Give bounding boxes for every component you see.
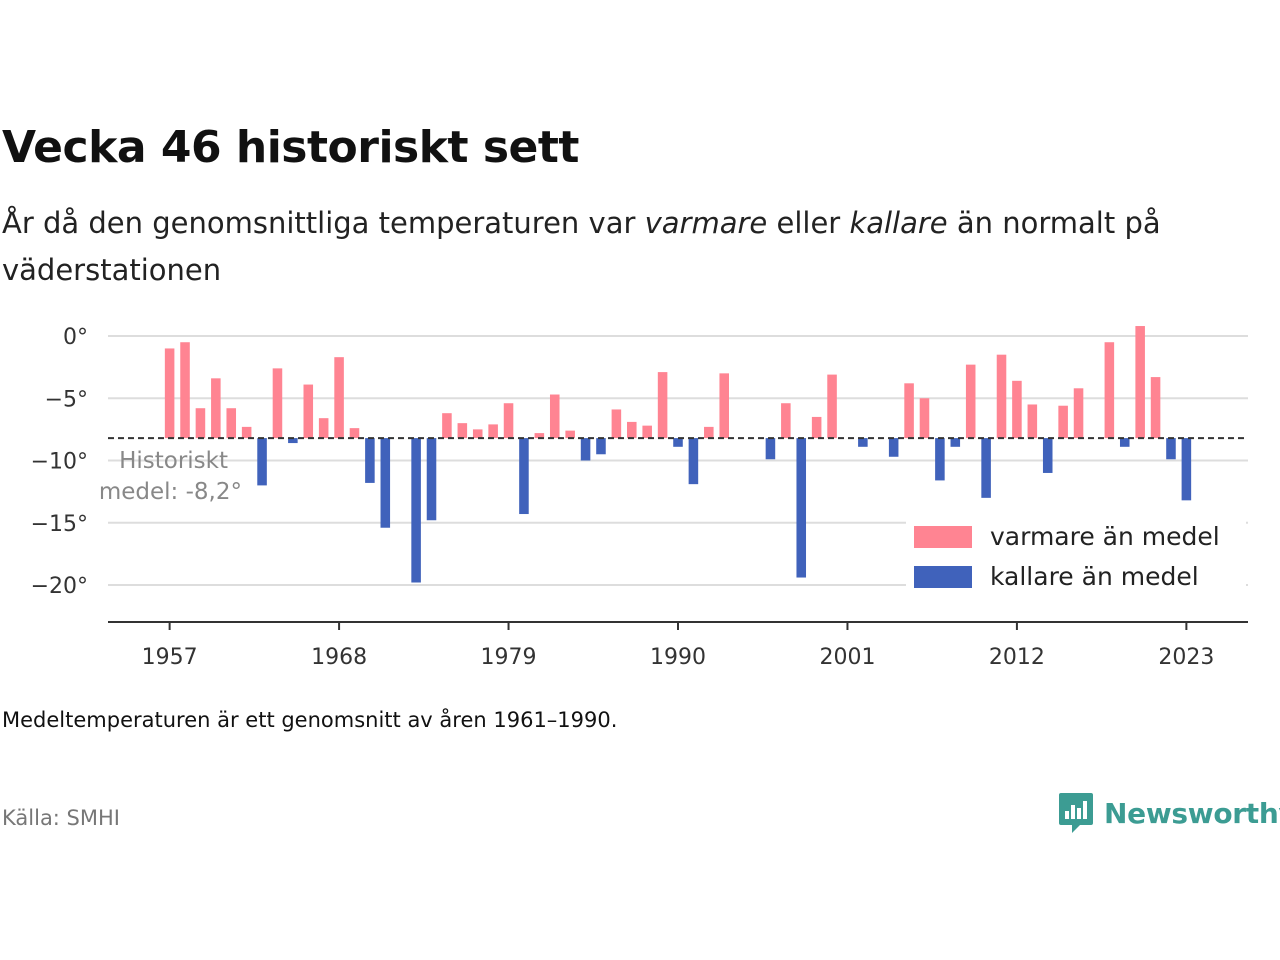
bar-warm <box>1150 377 1161 439</box>
bar-warm <box>1073 388 1084 439</box>
bar-cold <box>981 438 991 498</box>
x-tick-label: 2023 <box>1158 645 1214 670</box>
x-tick-label: 1957 <box>142 645 198 670</box>
baseline-group: Historiskt medel: -8,2° <box>99 437 1248 505</box>
bar-cold <box>426 438 437 521</box>
bar-warm <box>549 394 560 439</box>
footnote: Medeltemperaturen är ett genomsnitt av å… <box>2 708 618 732</box>
bar-warm <box>781 403 791 439</box>
bar-chart: 0° −5° −10° −15° −20° Historiskt medel: -8,2°… <box>31 325 1248 670</box>
y-axis-ticks: 0° −5° −10° −15° −20° <box>31 325 88 599</box>
bar-warm <box>704 426 714 439</box>
x-tick-label: 2012 <box>989 645 1045 670</box>
subtitle-cold-word: kallare <box>849 206 948 240</box>
bar-cold <box>596 438 606 455</box>
bar-warm <box>226 408 237 439</box>
brand-name: Newsworthy <box>1104 796 1280 830</box>
subtitle-part-1: År då den genomsnittliga temperaturen va… <box>2 206 645 240</box>
y-tick-label: −5° <box>45 387 88 412</box>
bar-cold <box>519 438 529 515</box>
bar-warm <box>442 413 452 439</box>
subtitle-warm-word: varmare <box>644 206 768 240</box>
legend: varmare än medel kallare än medel <box>906 515 1246 593</box>
legend-swatch-warm <box>914 526 972 548</box>
bar-warm <box>472 429 483 439</box>
bar-cold <box>1119 438 1130 447</box>
bar-cold <box>411 438 421 583</box>
bar-warm <box>349 428 360 439</box>
chart-subtitle: År då den genomsnittliga temperaturen va… <box>2 200 1262 294</box>
bar-warm <box>318 418 329 439</box>
y-tick-label: −15° <box>31 512 88 537</box>
baseline-label: Historiskt medel: -8,2° <box>99 448 242 505</box>
bar-warm <box>919 398 930 439</box>
bar-warm <box>642 425 652 439</box>
x-tick-label: 1968 <box>311 645 367 670</box>
bar-cold <box>365 438 375 483</box>
bar-warm <box>719 373 729 439</box>
bars <box>164 326 1192 583</box>
bar-cold <box>688 438 699 485</box>
bar-cold <box>288 438 298 444</box>
legend-label-warm: varmare än medel <box>990 522 1220 551</box>
legend-label-cold: kallare än medel <box>990 562 1199 591</box>
bar-warm <box>627 421 637 439</box>
bar-warm <box>1058 405 1068 439</box>
bar-warm <box>180 342 190 439</box>
bar-warm <box>811 416 822 439</box>
x-tick-label: 2001 <box>819 645 875 670</box>
bar-warm <box>657 372 668 439</box>
bar-cold <box>765 438 776 460</box>
bar-warm <box>1027 404 1038 439</box>
bar-warm <box>965 364 976 439</box>
bar-warm <box>1012 380 1022 439</box>
bar-warm <box>272 368 283 439</box>
source-label: Källa: SMHI <box>2 806 120 830</box>
bar-warm <box>195 408 206 439</box>
bar-cold <box>580 438 591 461</box>
bar-warm <box>457 423 468 439</box>
x-axis: 1957 1968 1979 1990 2001 2012 2023 <box>108 621 1248 670</box>
bar-cold <box>673 438 683 447</box>
bar-warm <box>611 409 622 439</box>
x-tick-label: 1990 <box>650 645 706 670</box>
bar-warm <box>996 354 1007 439</box>
bar-warm <box>534 433 545 439</box>
bar-cold <box>380 438 391 528</box>
bar-cold <box>796 438 807 578</box>
bar-warm <box>334 357 344 439</box>
bar-warm <box>827 374 837 439</box>
bar-cold <box>257 438 267 486</box>
subtitle-part-3: än normalt på väderstationen <box>2 206 1161 287</box>
bar-warm <box>164 348 175 439</box>
bar-warm <box>1104 342 1115 439</box>
bar-warm <box>503 403 514 439</box>
y-tick-label: −10° <box>31 450 88 475</box>
bar-warm <box>211 378 221 439</box>
legend-swatch-cold <box>914 566 972 588</box>
bar-cold <box>935 438 945 481</box>
chart-title: Vecka 46 historiskt sett <box>2 122 579 173</box>
bar-cold <box>1166 438 1176 460</box>
bar-warm <box>1135 326 1145 439</box>
bar-cold <box>950 438 961 447</box>
bar-warm <box>904 383 914 439</box>
subtitle-part-2: eller <box>767 206 850 240</box>
bar-cold <box>888 438 899 457</box>
brand-logo: Newsworthy <box>1058 790 1280 836</box>
bar-cold <box>1181 438 1192 501</box>
bar-cold <box>858 438 868 447</box>
bar-warm <box>565 430 575 439</box>
bar-warm <box>303 384 314 439</box>
newsworthy-logo-icon <box>1059 793 1093 833</box>
y-tick-label: 0° <box>63 325 88 350</box>
bar-warm <box>488 424 498 439</box>
x-tick-label: 1979 <box>481 645 537 670</box>
bar-warm <box>241 426 252 439</box>
y-tick-label: −20° <box>31 574 88 599</box>
bar-cold <box>1042 438 1053 473</box>
